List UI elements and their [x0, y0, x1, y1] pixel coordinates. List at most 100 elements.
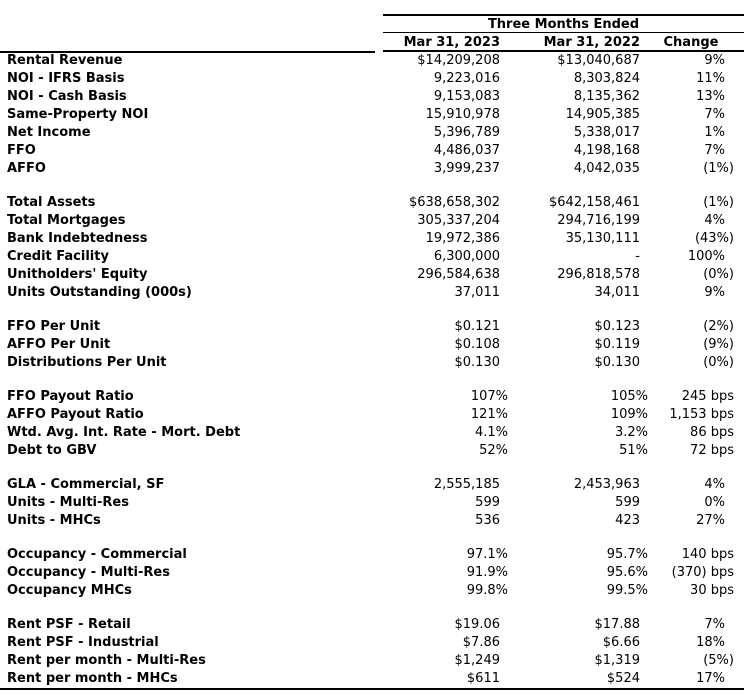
- row-label: Debt to GBV: [7, 443, 97, 458]
- value-2023: 4.1%: [474, 425, 508, 440]
- value-change: (1%): [703, 195, 734, 210]
- table-row: AFFO 3,999,237 4,042,035 (1%): [0, 160, 744, 178]
- value-2023: 97.1%: [466, 547, 508, 562]
- value-change: 140 bps: [681, 547, 734, 562]
- value-2023: 9,223,016: [433, 71, 500, 86]
- value-2022: 14,905,385: [565, 107, 640, 122]
- row-label: Units - Multi-Res: [7, 495, 129, 510]
- value-2022: $0.130: [594, 355, 641, 370]
- value-2022: 296,818,578: [557, 267, 640, 282]
- table-row: Total Assets $638,658,302 $642,158,461 (…: [0, 194, 744, 212]
- value-change: 72 bps: [690, 443, 734, 458]
- value-2023: 19,972,386: [425, 231, 500, 246]
- row-label: Bank Indebtedness: [7, 231, 148, 246]
- row-label: Rent per month - MHCs: [7, 671, 178, 686]
- value-change: (5%): [703, 653, 734, 668]
- period-group-title: Three Months Ended: [383, 16, 744, 33]
- value-2023: 296,584,638: [417, 267, 500, 282]
- row-label: Total Mortgages: [7, 213, 126, 228]
- table-row: AFFO Per Unit $0.108 $0.119 (9%): [0, 336, 744, 354]
- row-label: Same-Property NOI: [7, 107, 149, 122]
- value-change: 30 bps: [690, 583, 734, 598]
- value-change: 9%: [704, 285, 725, 300]
- table-row: Bank Indebtedness 19,972,386 35,130,111 …: [0, 230, 744, 248]
- row-label: NOI - Cash Basis: [7, 89, 127, 104]
- value-2022: $524: [606, 671, 640, 686]
- value-2022: 599: [615, 495, 640, 510]
- value-2023: 9,153,083: [433, 89, 500, 104]
- section-gap: [0, 178, 744, 194]
- value-2022: 95.6%: [606, 565, 648, 580]
- section-gap: [0, 530, 744, 546]
- value-2022: 2,453,963: [573, 477, 640, 492]
- value-change: 7%: [704, 617, 725, 632]
- row-label: FFO Per Unit: [7, 319, 101, 334]
- value-change: 7%: [704, 107, 725, 122]
- value-2022: 51%: [619, 443, 648, 458]
- value-change: 100%: [687, 249, 725, 264]
- row-label: FFO: [7, 143, 36, 158]
- table-row: Occupancy - Multi-Res 91.9% 95.6% (370) …: [0, 564, 744, 582]
- table-row: Units Outstanding (000s) 37,011 34,011 9…: [0, 284, 744, 302]
- column-header-2022: Mar 31, 2022: [543, 35, 640, 50]
- value-change: 4%: [704, 213, 725, 228]
- table-row: Debt to GBV 52% 51% 72 bps: [0, 442, 744, 460]
- table-row: Rent PSF - Retail $19.06 $17.88 7%: [0, 616, 744, 634]
- value-2023: 305,337,204: [417, 213, 500, 228]
- value-2023: 5,396,789: [433, 125, 500, 140]
- value-2023: 121%: [470, 407, 508, 422]
- row-label: Occupancy MHCs: [7, 583, 132, 598]
- value-change: 11%: [696, 71, 725, 86]
- value-change: (0%): [703, 267, 734, 282]
- row-label: Occupancy - Commercial: [7, 547, 187, 562]
- value-2022: 35,130,111: [565, 231, 640, 246]
- table-row: NOI - IFRS Basis 9,223,016 8,303,824 11%: [0, 70, 744, 88]
- value-change: (43%): [694, 231, 734, 246]
- value-change: 0%: [704, 495, 725, 510]
- value-2022: 294,716,199: [557, 213, 640, 228]
- value-change: 9%: [704, 53, 725, 68]
- table-row: Total Mortgages 305,337,204 294,716,199 …: [0, 212, 744, 230]
- table-row: Units - MHCs 536 423 27%: [0, 512, 744, 530]
- row-label: Total Assets: [7, 195, 96, 210]
- value-change: 86 bps: [690, 425, 734, 440]
- value-2022: 4,042,035: [573, 161, 640, 176]
- label-column-header-spacer: [0, 14, 383, 53]
- value-2023: $7.86: [462, 635, 500, 650]
- row-label: Unitholders' Equity: [7, 267, 148, 282]
- value-2023: $14,209,208: [417, 53, 500, 68]
- value-change: (370) bps: [671, 565, 734, 580]
- section-gap: [0, 302, 744, 318]
- value-2022: 109%: [610, 407, 648, 422]
- period-header-group: Three Months Ended Mar 31, 2023 Mar 31, …: [383, 14, 744, 52]
- value-change: 7%: [704, 143, 725, 158]
- value-2022: 4,198,168: [573, 143, 640, 158]
- value-2022: 99.5%: [606, 583, 648, 598]
- value-change: (1%): [703, 161, 734, 176]
- section-gap: [0, 372, 744, 388]
- row-label: GLA - Commercial, SF: [7, 477, 165, 492]
- value-change: 13%: [696, 89, 725, 104]
- value-2023: $611: [466, 671, 500, 686]
- table-row: Credit Facility 6,300,000 - 100%: [0, 248, 744, 266]
- row-label: Rent PSF - Industrial: [7, 635, 159, 650]
- row-label: Rent per month - Multi-Res: [7, 653, 206, 668]
- value-2023: $638,658,302: [409, 195, 500, 210]
- table-row: Wtd. Avg. Int. Rate - Mort. Debt 4.1% 3.…: [0, 424, 744, 442]
- row-label: AFFO Payout Ratio: [7, 407, 144, 422]
- value-2022: 3.2%: [614, 425, 648, 440]
- row-label: AFFO Per Unit: [7, 337, 111, 352]
- value-2023: $19.06: [454, 617, 501, 632]
- value-2023: 536: [475, 513, 500, 528]
- value-2022: -: [635, 249, 640, 264]
- table-row: Rent per month - MHCs $611 $524 17%: [0, 670, 744, 688]
- table-row: Occupancy MHCs 99.8% 99.5% 30 bps: [0, 582, 744, 600]
- value-2023: 107%: [470, 389, 508, 404]
- value-change: (0%): [703, 355, 734, 370]
- section-gap: [0, 600, 744, 616]
- value-2022: 5,338,017: [573, 125, 640, 140]
- value-change: 245 bps: [681, 389, 734, 404]
- table-row: Net Income 5,396,789 5,338,017 1%: [0, 124, 744, 142]
- table-body: Rental Revenue $14,209,208 $13,040,687 9…: [0, 52, 744, 690]
- value-2022: 34,011: [594, 285, 641, 300]
